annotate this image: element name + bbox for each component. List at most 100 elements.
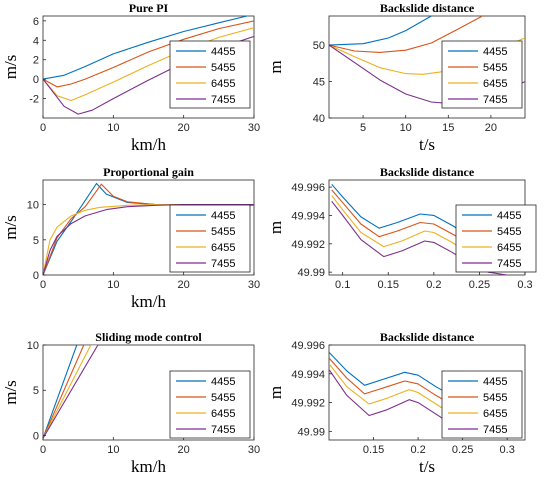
legend: 4455 5455 6455 7455	[169, 204, 251, 273]
y-tick-label: 0	[33, 270, 39, 282]
legend-label: 7455	[211, 258, 235, 270]
legend: 4455 5455 6455 7455	[441, 40, 523, 109]
legend-label: 7455	[211, 94, 235, 106]
legend-label: 4455	[483, 46, 507, 58]
legend-label: 4455	[497, 210, 521, 222]
series-line-4455	[43, 345, 254, 439]
legend-label: 5455	[211, 392, 235, 404]
chart-panel-6: 0.15 0.2 0.25 0.3 49.99 49.992 49.994 49.996 Bac…	[266, 330, 526, 476]
x-tick-label: 0.25	[469, 279, 490, 291]
legend-box	[169, 204, 251, 273]
series-line-7455	[329, 369, 454, 427]
x-tick-label: 0.25	[452, 444, 473, 456]
legend-label: 5455	[211, 226, 235, 238]
x-tick-label: 20	[485, 122, 497, 134]
y-tick-label: 40	[313, 113, 325, 125]
legend-label: 6455	[497, 242, 521, 254]
chart-title: Backslide distance	[380, 330, 475, 344]
legend-box	[441, 370, 523, 439]
x-axis-label: km/h	[131, 457, 166, 476]
series-line-4455	[329, 351, 454, 398]
y-tick-label: 0	[33, 74, 39, 86]
x-tick-label: 30	[248, 279, 260, 291]
legend: 4455 5455 6455 7455	[441, 370, 523, 439]
series-line-5455	[43, 20, 254, 88]
y-axis-label: m/s	[1, 380, 20, 405]
y-tick-label: 45	[313, 77, 325, 89]
chart-title: Backslide distance	[380, 165, 475, 179]
y-axis-label: m	[266, 386, 285, 399]
x-axis-label: t/s	[419, 457, 435, 476]
y-tick-label: 10	[27, 340, 39, 352]
y-tick-label: 10	[27, 200, 39, 212]
legend-box	[455, 204, 537, 273]
y-tick-label: 5	[33, 385, 39, 397]
y-tick-label: 6	[33, 16, 39, 28]
series-line-5455	[329, 357, 454, 406]
legend-label: 7455	[211, 424, 235, 436]
chart-title: Backslide distance	[380, 1, 475, 15]
x-tick-label: 0.15	[363, 444, 384, 456]
series-line-6455	[43, 345, 254, 439]
chart-title: Proportional gain	[103, 165, 194, 179]
legend: 4455 5455 6455 7455	[455, 204, 537, 273]
legend-label: 5455	[483, 62, 507, 74]
legend-label: 6455	[211, 78, 235, 90]
x-tick-label: 0.2	[426, 279, 441, 291]
x-tick-label: 15	[442, 122, 454, 134]
series-line-7455	[43, 345, 254, 439]
x-tick-label: 0.1	[335, 279, 350, 291]
x-tick-label: 0	[40, 444, 46, 456]
legend: 4455 5455 6455 7455	[169, 40, 251, 109]
y-tick-label: 49.99	[297, 426, 325, 438]
x-axis-label: km/h	[131, 292, 166, 311]
y-axis-label: m/s	[1, 55, 20, 80]
legend-label: 6455	[483, 78, 507, 90]
y-tick-label: 49.994	[291, 210, 325, 222]
y-tick-label: 49.99	[297, 267, 325, 279]
x-tick-label: 20	[178, 444, 190, 456]
series-line-4455	[43, 16, 248, 80]
x-tick-label: 30	[248, 444, 260, 456]
x-tick-label: 0	[40, 122, 46, 134]
chart-panel-3: 0 10 20 30 0 5 10 Proportional gain km/h m/s 4455 5…	[1, 165, 260, 311]
chart-title: Pure PI	[129, 1, 169, 15]
x-tick-label: 0.3	[517, 279, 532, 291]
legend-label: 7455	[483, 424, 507, 436]
x-tick-label: 0.3	[500, 444, 515, 456]
x-tick-label: 0	[40, 279, 46, 291]
x-tick-label: 10	[107, 279, 119, 291]
legend-label: 4455	[211, 210, 235, 222]
series-line-6455	[329, 363, 454, 416]
x-axis-label: km/h	[131, 135, 166, 154]
x-axis-label: t/s	[419, 135, 435, 154]
legend-label: 4455	[211, 46, 235, 58]
legend-label: 5455	[497, 226, 521, 238]
legend: 4455 5455 6455 7455	[169, 370, 251, 439]
legend-label: 6455	[211, 242, 235, 254]
legend-label: 7455	[483, 94, 507, 106]
legend-box	[441, 40, 523, 109]
legend-label: 6455	[211, 408, 235, 420]
y-tick-label: 2	[33, 55, 39, 67]
y-tick-label: 49.994	[291, 369, 325, 381]
series-line-5455	[329, 16, 484, 53]
legend-label: 5455	[211, 62, 235, 74]
y-tick-label: 5	[33, 235, 39, 247]
legend-label: 4455	[211, 376, 235, 388]
x-tick-label: 30	[248, 122, 260, 134]
series-line-4455	[329, 16, 433, 46]
legend-label: 7455	[497, 258, 521, 270]
y-tick-label: 49.992	[291, 398, 325, 410]
x-tick-label: 10	[400, 122, 412, 134]
y-axis-label: m	[266, 60, 285, 73]
chart-panel-2: 5 10 15 20 40 45 50 Backslide distance t/s m 4455 5…	[266, 1, 526, 154]
y-tick-label: -2	[29, 94, 39, 106]
x-tick-label: 20	[178, 122, 190, 134]
y-tick-label: 4	[33, 35, 39, 47]
y-tick-label: 49.992	[291, 239, 325, 251]
chart-panel-5: 0 10 20 30 0 5 10 Sliding mode control km/h m/s 44…	[1, 330, 260, 476]
x-tick-label: 0.2	[410, 444, 425, 456]
series-line-5455	[43, 345, 254, 439]
